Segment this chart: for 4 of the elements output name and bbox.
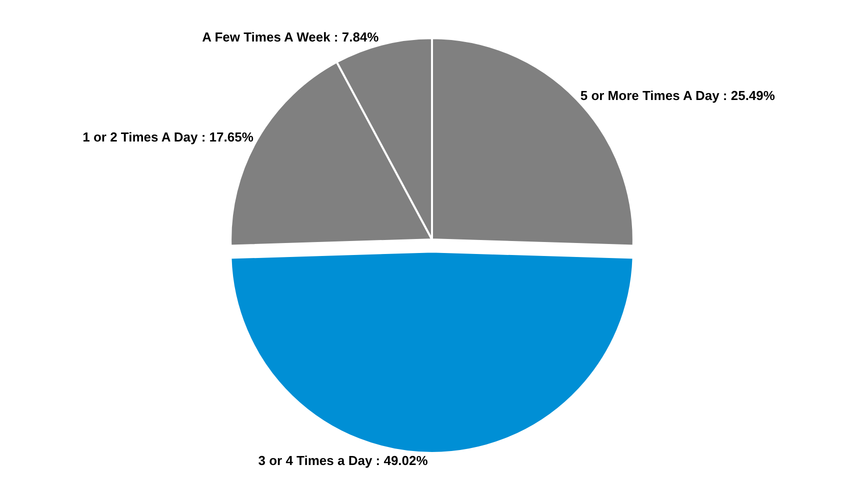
slice-label: 5 or More Times A Day : 25.49% [580, 88, 776, 104]
slice-label: 3 or 4 Times a Day : 49.02% [258, 453, 428, 468]
slice-label: 1 or 2 Times A Day : 17.65% [82, 129, 254, 144]
slice-label: A Few Times A Week : 7.84% [202, 30, 380, 45]
